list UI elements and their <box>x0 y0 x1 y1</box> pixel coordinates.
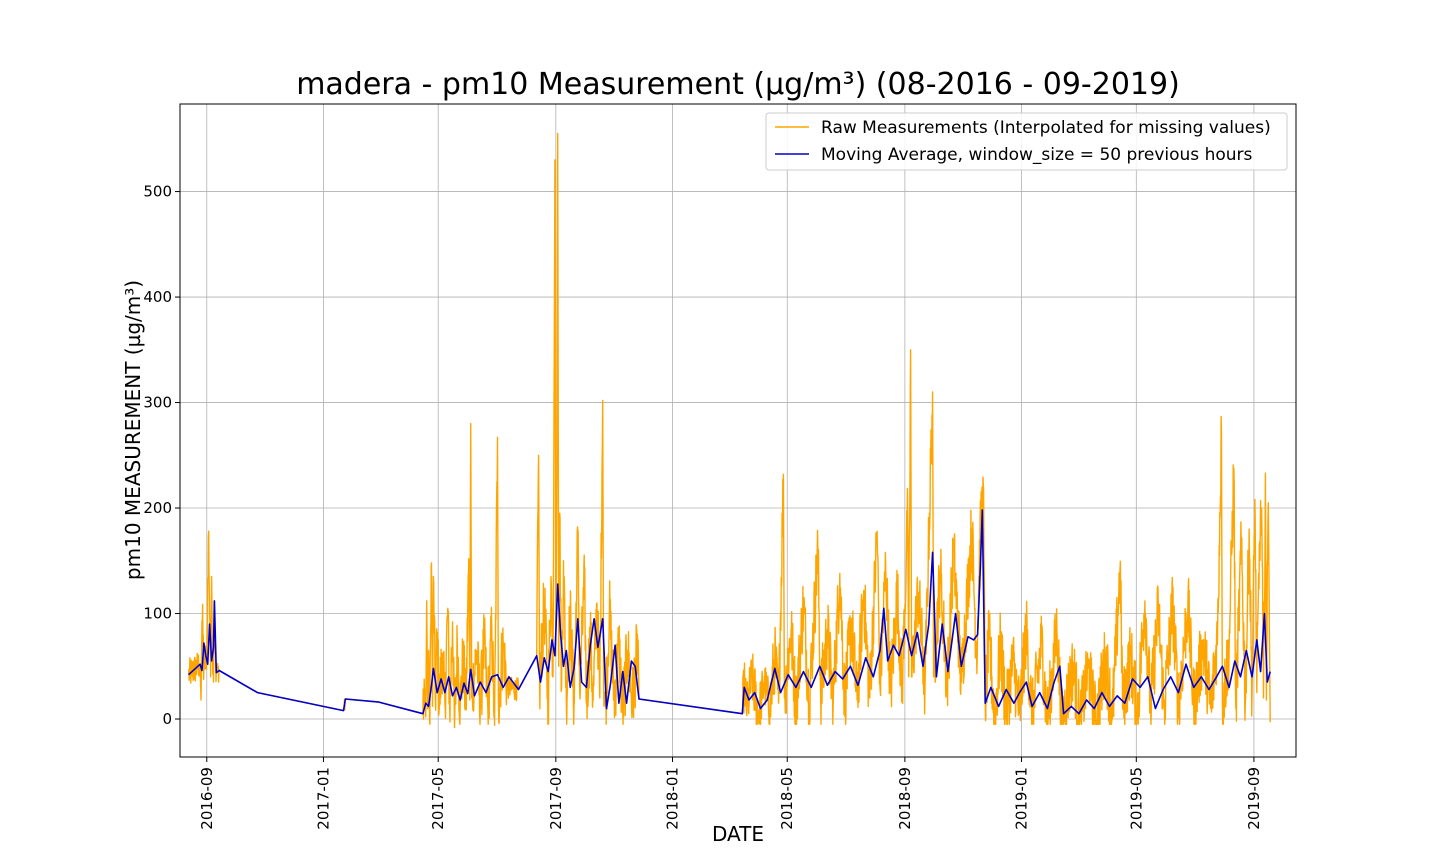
y-tick-label: 100 <box>143 605 172 623</box>
x-tick-label: 2019-05 <box>1127 767 1145 830</box>
y-axis-label: pm10 MEASUREMENT (µg/m³) <box>121 280 145 580</box>
series-line-moving-average <box>188 509 1271 715</box>
legend: Raw Measurements (Interpolated for missi… <box>765 112 1288 171</box>
x-tick-label: 2017-05 <box>429 767 447 830</box>
y-tick-label: 0 <box>162 710 172 728</box>
y-tick-label: 300 <box>143 394 172 412</box>
x-tick-label: 2018-09 <box>896 767 914 830</box>
x-tick-label: 2017-01 <box>314 767 332 830</box>
series-layer <box>187 132 1271 729</box>
x-axis-label: DATE <box>712 822 764 846</box>
x-tick-label: 2017-09 <box>547 767 565 830</box>
y-tick-label: 500 <box>143 183 172 201</box>
legend-box <box>765 112 1288 171</box>
plot-frame <box>179 103 1297 758</box>
legend-label-moving-average: Moving Average, window_size = 50 previou… <box>821 145 1253 165</box>
x-tick-label: 2018-05 <box>778 767 796 830</box>
x-tick-label: 2019-09 <box>1245 767 1263 830</box>
y-tick-label: 400 <box>143 288 172 306</box>
ticks: 0 100 200 300 400 500 2016-09 2017-01 2017-05 201… <box>143 183 1263 830</box>
x-tick-label: 2016-09 <box>198 767 216 830</box>
legend-label-raw: Raw Measurements (Interpolated for missi… <box>821 118 1271 138</box>
chart-title: madera - pm10 Measurement (µg/m³) (08-20… <box>296 67 1180 102</box>
x-tick-label: 2018-01 <box>663 767 681 830</box>
y-tick-label: 200 <box>143 499 172 517</box>
x-tick-label: 2019-01 <box>1013 767 1031 830</box>
